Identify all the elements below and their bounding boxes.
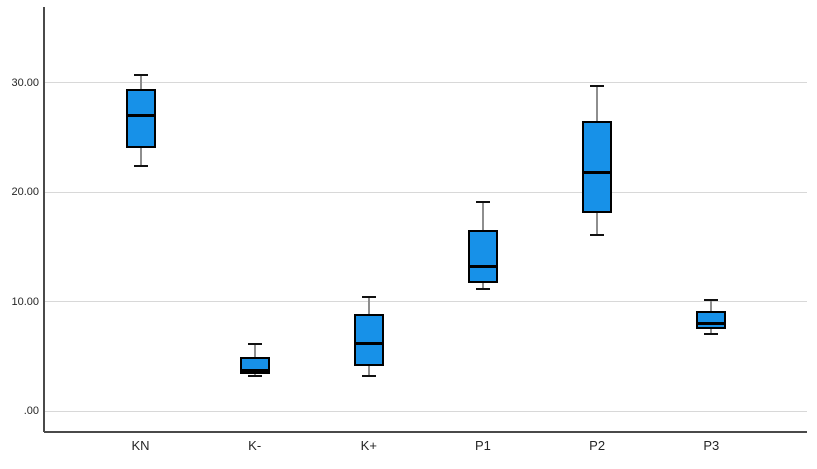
x-axis-line — [44, 430, 807, 433]
box — [582, 120, 613, 213]
whisker-cap-bottom — [247, 374, 262, 377]
x-tick-label-KN: KN — [131, 438, 150, 453]
y-tick-label-20: 20.00 — [11, 186, 39, 198]
gridline-30 — [44, 82, 807, 83]
gridline-10 — [44, 301, 807, 302]
x-tick-label-P2: P2 — [589, 438, 606, 453]
whisker-cap-bottom — [361, 374, 376, 377]
x-tick-label-K+: K+ — [360, 438, 377, 453]
box — [353, 313, 384, 367]
median-line — [467, 264, 498, 268]
whisker-cap-bottom — [133, 164, 148, 167]
x-tick-label-P1: P1 — [475, 438, 491, 453]
box — [125, 89, 156, 149]
box — [467, 230, 498, 283]
whisker-cap-top — [704, 299, 719, 302]
gridline-0 — [44, 410, 807, 412]
y-tick-label-10: 10.00 — [11, 295, 39, 308]
whisker-cap-bottom — [590, 233, 605, 236]
y-axis-line — [43, 7, 45, 432]
x-tick-label-P3: P3 — [703, 438, 720, 453]
whisker-cap-top — [590, 84, 605, 87]
whisker-cap-top — [475, 200, 490, 203]
median-line — [696, 321, 727, 325]
y-tick-label-30: 30.00 — [11, 76, 39, 89]
median-line — [353, 341, 384, 345]
median-line — [582, 170, 613, 174]
median-line — [239, 368, 270, 372]
whisker-cap-bottom — [704, 333, 719, 336]
whisker-cap-top — [361, 296, 376, 299]
whisker-cap-top — [247, 343, 262, 346]
gridline-20 — [44, 191, 807, 193]
whisker-cap-bottom — [475, 288, 490, 291]
y-tick-label-0: .00 — [23, 405, 39, 417]
x-tick-label-K-: K- — [248, 438, 262, 453]
median-line — [125, 113, 156, 117]
whisker-cap-top — [133, 73, 148, 76]
